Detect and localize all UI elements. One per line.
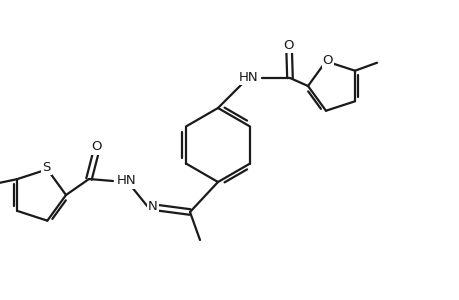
Text: S: S	[42, 161, 50, 174]
Text: H: H	[121, 174, 130, 187]
Text: N: N	[148, 200, 157, 213]
Text: O: O	[91, 140, 102, 154]
Text: O: O	[283, 38, 294, 52]
Text: O: O	[322, 54, 332, 67]
Text: HN: HN	[117, 175, 136, 188]
Text: HN: HN	[238, 71, 258, 84]
